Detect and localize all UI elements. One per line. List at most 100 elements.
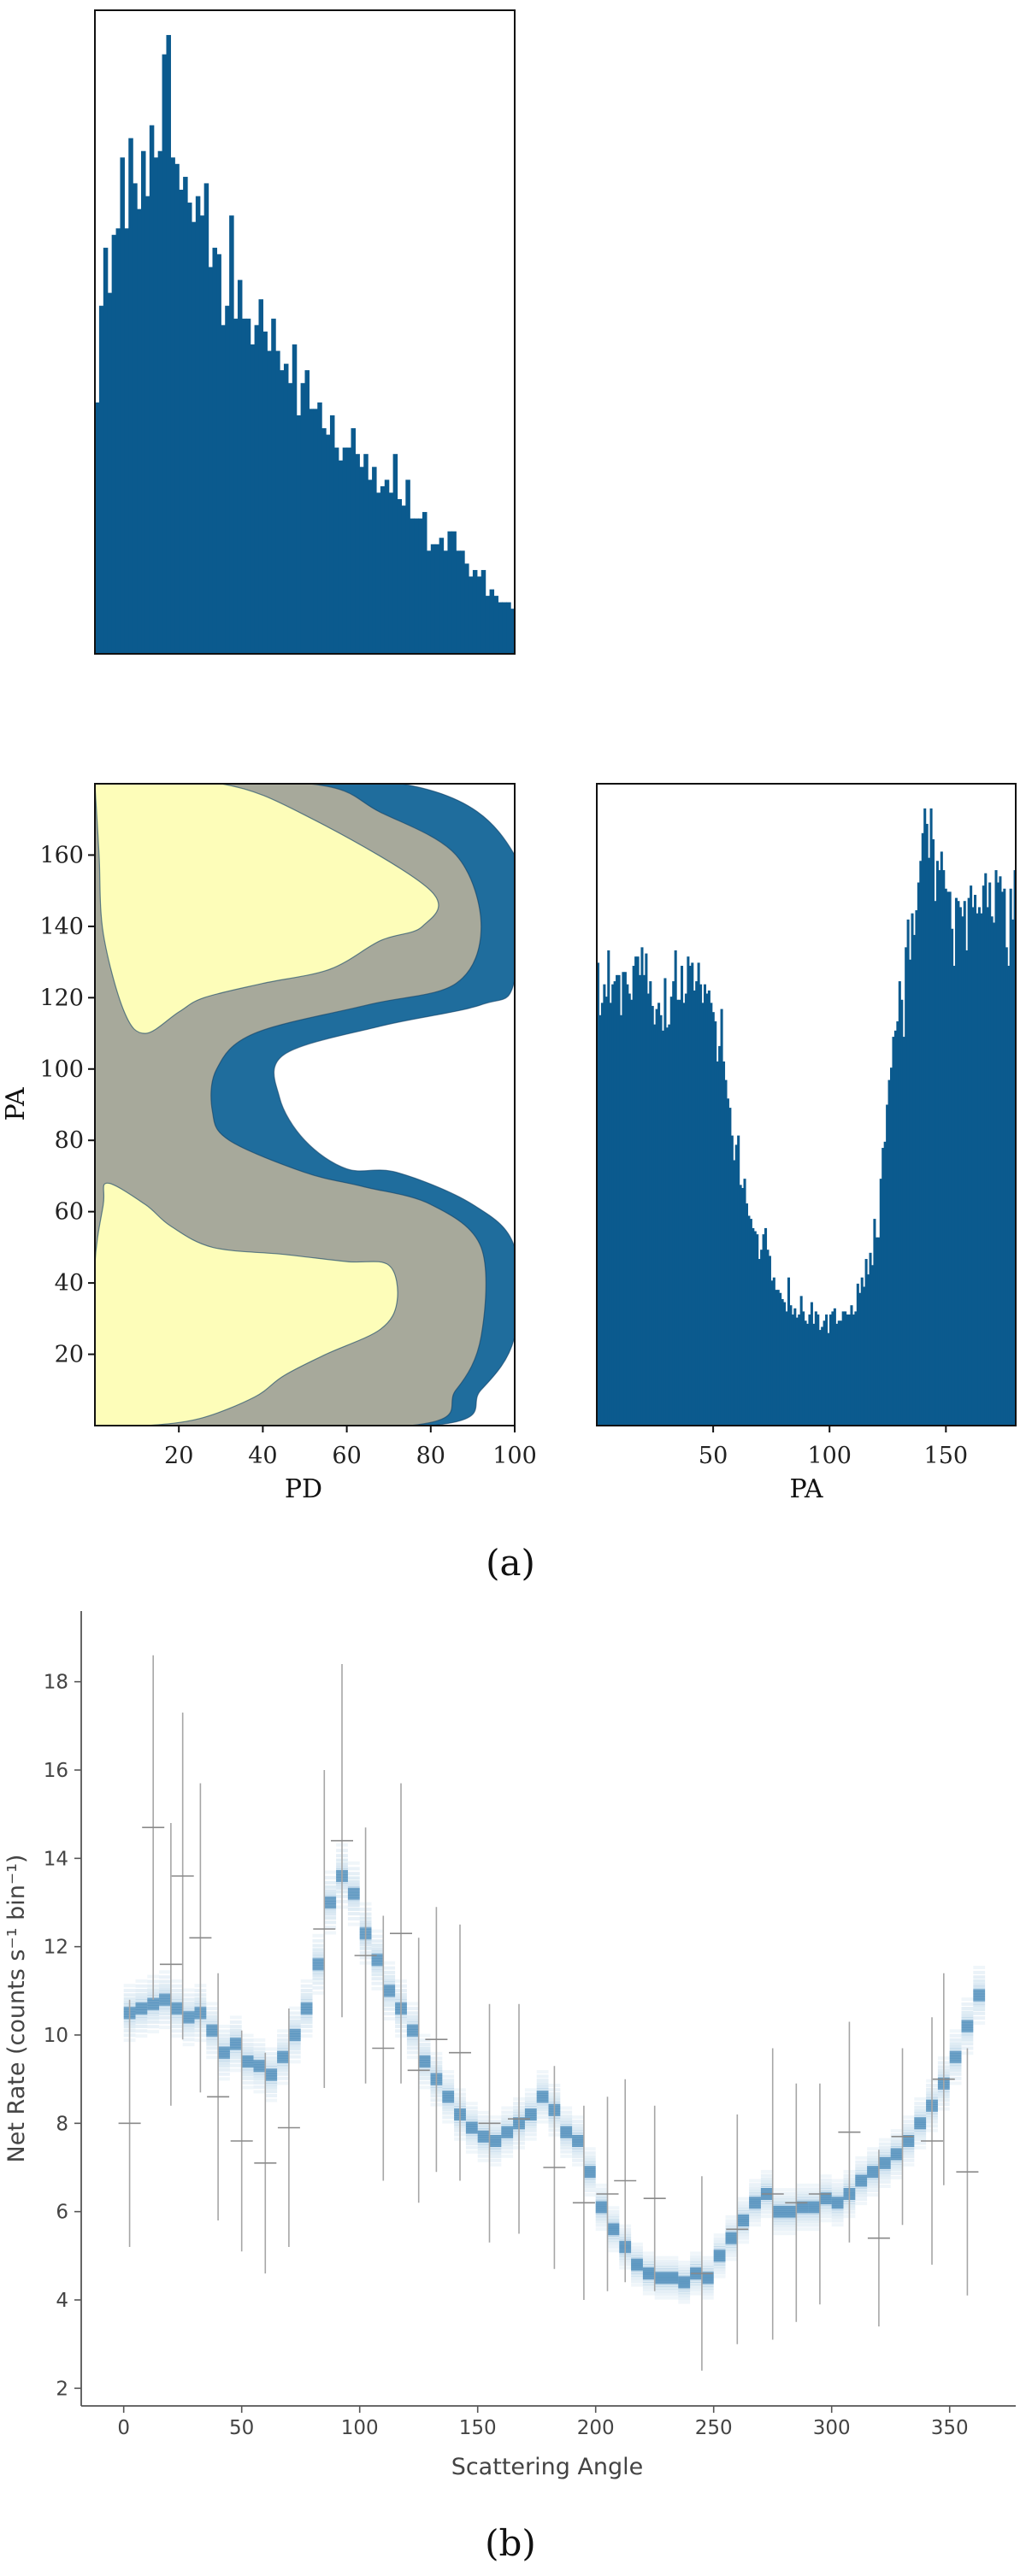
band-segment	[265, 2098, 278, 2103]
y-tick-label: 4	[56, 2290, 68, 2312]
histogram-bar	[887, 1079, 891, 1426]
histogram-bar	[909, 959, 912, 1426]
band-segment	[914, 2141, 927, 2145]
band-core	[501, 2126, 514, 2138]
band-segment	[442, 2079, 455, 2083]
band-segment	[902, 2123, 915, 2127]
band-segment	[288, 2055, 301, 2059]
y-tick-label: 10	[44, 2025, 68, 2047]
histogram-bar	[672, 981, 675, 1426]
histogram-bar	[869, 1252, 872, 1426]
histogram-bar	[879, 1179, 882, 1426]
band-segment	[914, 2108, 927, 2113]
band-segment	[961, 2042, 974, 2046]
band-segment	[418, 2085, 431, 2090]
band-segment	[690, 2261, 702, 2265]
band-segment	[524, 2092, 537, 2097]
band-segment	[406, 2056, 419, 2060]
band-segment	[206, 2050, 219, 2055]
band-segment	[170, 2034, 183, 2038]
band-segment	[536, 2088, 549, 2092]
histogram-bar	[730, 1135, 734, 1426]
band-segment	[973, 1966, 986, 1969]
band-segment	[760, 2184, 773, 2187]
band-core	[595, 2201, 608, 2214]
band-segment	[229, 2068, 242, 2073]
band-segment	[867, 2179, 879, 2183]
band-segment	[182, 2026, 195, 2030]
histogram-bar	[911, 913, 914, 1426]
histogram-bar	[141, 150, 146, 655]
band-segment	[819, 2211, 832, 2215]
band-segment	[418, 2069, 431, 2073]
y-axis-label: Net Rate (counts s⁻¹ bin⁻¹)	[3, 1855, 30, 2163]
band-segment	[277, 2029, 289, 2033]
band-segment	[300, 2020, 313, 2025]
histogram-bar	[967, 897, 970, 1426]
band-segment	[536, 2102, 549, 2106]
caption-a: (a)	[486, 1542, 535, 1584]
histogram-bar	[481, 569, 486, 654]
band-segment	[159, 2026, 171, 2030]
histogram-bar	[351, 428, 357, 654]
band-segment	[324, 1880, 337, 1885]
band-segment	[324, 1885, 337, 1889]
band-segment	[406, 2038, 419, 2043]
histogram-bar	[203, 183, 209, 654]
histogram-bar	[860, 1277, 864, 1426]
band-segment	[229, 2032, 242, 2036]
y-tick-label: 100	[39, 1056, 84, 1083]
band-segment	[465, 2138, 478, 2142]
band-segment	[347, 1917, 360, 1920]
histogram-bar	[961, 916, 964, 1426]
band-segment	[772, 2218, 785, 2222]
band-segment	[371, 1981, 384, 1985]
band-segment	[465, 2145, 478, 2150]
band-segment	[595, 2194, 608, 2198]
band-segment	[654, 2262, 667, 2267]
band-segment	[383, 1974, 396, 1979]
histogram-bar	[900, 999, 904, 1426]
band-segment	[229, 2020, 242, 2024]
band-segment	[855, 2167, 868, 2171]
histogram-bar	[665, 1027, 669, 1426]
band-segment	[878, 2167, 891, 2172]
band-segment	[170, 1989, 183, 1992]
band-core	[808, 2201, 820, 2214]
band-segment	[749, 2223, 761, 2227]
band-segment	[678, 2264, 691, 2268]
band-segment	[595, 2197, 608, 2201]
histogram-bar	[817, 1314, 820, 1426]
band-segment	[182, 2008, 195, 2012]
band-segment	[182, 2002, 195, 2006]
band-segment	[725, 2244, 738, 2249]
histogram-bar	[254, 325, 260, 654]
band-segment	[418, 2043, 431, 2047]
band-segment	[760, 2198, 773, 2203]
band-segment	[713, 2246, 726, 2250]
histogram-bar	[103, 247, 109, 654]
band-segment	[572, 2148, 584, 2152]
band-segment	[300, 2025, 313, 2028]
band-segment	[241, 2043, 254, 2047]
histogram-bar	[844, 1311, 847, 1426]
band-segment	[442, 2070, 455, 2074]
y-tick-label: 140	[39, 914, 84, 940]
band-segment	[218, 2064, 230, 2068]
band-segment	[253, 2081, 266, 2085]
band-core	[300, 2003, 313, 2014]
histogram-bar	[611, 984, 615, 1426]
histogram-bar	[655, 1009, 658, 1426]
histogram-bar	[850, 1305, 853, 1426]
band-segment	[300, 1984, 313, 1988]
band-segment	[383, 1997, 396, 2001]
band-segment	[371, 1986, 384, 1991]
band-segment	[701, 2266, 714, 2270]
histogram-bar	[292, 344, 298, 654]
band-segment	[607, 2244, 620, 2249]
band-segment	[218, 2067, 230, 2072]
band-segment	[347, 1912, 360, 1916]
y-tick-label: 60	[55, 1199, 84, 1226]
band-segment	[961, 2014, 974, 2018]
y-tick-label: 20	[55, 1342, 84, 1368]
